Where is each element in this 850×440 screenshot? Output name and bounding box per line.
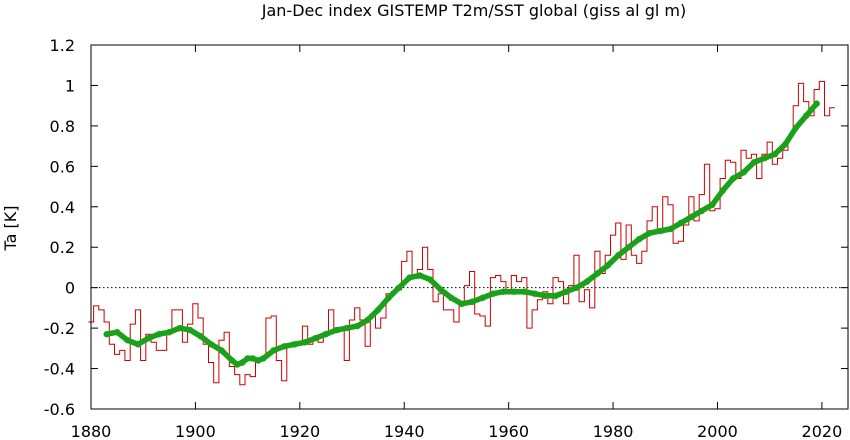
annual-series-line — [88, 80, 835, 386]
smoothed-point — [228, 357, 236, 364]
smoothed-point — [145, 335, 152, 342]
y-tick-label: 0.8 — [50, 117, 75, 136]
smoothed-point — [103, 331, 110, 338]
plot-frame — [90, 44, 849, 410]
smoothed-point — [134, 341, 142, 348]
smoothed-point — [249, 355, 256, 362]
smoothed-point — [761, 155, 768, 162]
x-tick-label: 1920 — [279, 422, 320, 440]
smoothed-point — [594, 270, 601, 277]
smoothed-point — [803, 112, 810, 120]
smoothed-point — [604, 262, 611, 269]
smoothed-point — [709, 201, 716, 208]
x-tick-label: 1880 — [71, 422, 112, 440]
smoothed-point — [239, 359, 246, 366]
smoothed-point — [427, 276, 434, 283]
smoothed-point — [354, 322, 361, 330]
y-axis-label: Ta [K] — [1, 206, 20, 252]
smoothed-series-line — [103, 100, 820, 368]
chart-title: Jan-Dec index GISTEMP T2m/SST global (gi… — [261, 1, 686, 20]
x-tick-label: 1980 — [593, 422, 634, 440]
smoothed-point — [677, 219, 685, 227]
smoothed-point — [521, 288, 528, 295]
y-tick-label: 0.4 — [50, 198, 75, 217]
smoothed-point — [458, 300, 465, 307]
x-tick-label: 2020 — [802, 422, 843, 440]
smoothed-point — [729, 175, 737, 182]
y-tick-label: -0.4 — [44, 360, 75, 379]
smoothed-point — [583, 278, 591, 285]
smoothed-point — [385, 294, 392, 301]
smoothed-point — [792, 124, 799, 132]
smoothed-point — [782, 140, 789, 148]
smoothed-point — [155, 331, 163, 338]
smoothed-point — [646, 229, 653, 237]
smoothed-point — [468, 298, 476, 305]
smoothed-point — [531, 290, 538, 297]
x-tick-label: 1900 — [175, 422, 216, 440]
smoothed-point — [218, 347, 225, 354]
smoothed-point — [113, 329, 121, 336]
smoothed-point — [500, 288, 507, 295]
y-tick-label: 0.6 — [50, 157, 75, 176]
y-tick-label: 1.2 — [50, 36, 75, 55]
smoothed-point — [573, 284, 580, 291]
smoothed-point — [244, 355, 251, 362]
smoothed-point — [301, 339, 309, 346]
x-tick-label: 2000 — [697, 422, 738, 440]
smoothed-point — [416, 272, 424, 279]
smoothed-point — [437, 286, 444, 293]
smoothed-point — [562, 288, 570, 295]
smoothed-point — [719, 187, 726, 194]
smoothed-point — [542, 292, 549, 299]
smoothed-point — [448, 294, 455, 301]
x-tick-label: 1940 — [384, 422, 425, 440]
smoothed-point — [625, 244, 632, 251]
smoothed-point — [615, 252, 622, 259]
smoothed-point — [771, 151, 779, 158]
smoothed-point — [552, 292, 559, 299]
smoothed-point — [395, 284, 403, 291]
smoothed-point — [207, 341, 215, 348]
smoothed-point — [187, 326, 194, 334]
smoothed-point — [479, 294, 486, 301]
smoothed-point — [750, 159, 758, 166]
smoothed-point — [374, 306, 382, 314]
smoothed-point — [166, 329, 173, 336]
smoothed-point — [364, 316, 371, 324]
smoothed-point — [489, 290, 497, 297]
smoothed-point — [343, 324, 350, 332]
smoothed-point — [291, 341, 298, 348]
smoothed-point — [322, 331, 330, 338]
smoothed-point — [636, 235, 643, 243]
smoothed-point — [270, 347, 277, 354]
smoothed-point — [254, 357, 262, 364]
smoothed-point — [813, 100, 820, 107]
plot-area: -0.6 -0.4 -0.2 0 0.2 0.4 0.6 0.8 1 1.2 1880 1900 192… — [44, 36, 849, 440]
y-tick-label: -0.6 — [44, 400, 75, 419]
smoothed-point — [688, 213, 695, 221]
smoothed-point — [510, 288, 518, 295]
smoothed-point — [281, 343, 288, 350]
smoothed-point — [312, 335, 319, 342]
smoothed-point — [176, 324, 183, 332]
smoothed-point — [656, 227, 664, 235]
smoothed-point — [333, 326, 340, 334]
smoothed-point — [698, 207, 705, 214]
smoothed-point — [406, 274, 413, 281]
smoothed-point — [740, 169, 747, 176]
smoothed-point — [197, 333, 204, 340]
y-tick-label: 0.2 — [50, 238, 75, 257]
y-tick-label: 0 — [65, 279, 75, 298]
y-tick-label: -0.2 — [44, 319, 75, 338]
smoothed-point — [667, 225, 674, 233]
smoothed-point — [234, 361, 241, 368]
smoothed-point — [124, 337, 131, 344]
smoothed-point — [260, 355, 267, 362]
y-tick-label: 1 — [65, 76, 75, 95]
x-tick-label: 1960 — [488, 422, 529, 440]
